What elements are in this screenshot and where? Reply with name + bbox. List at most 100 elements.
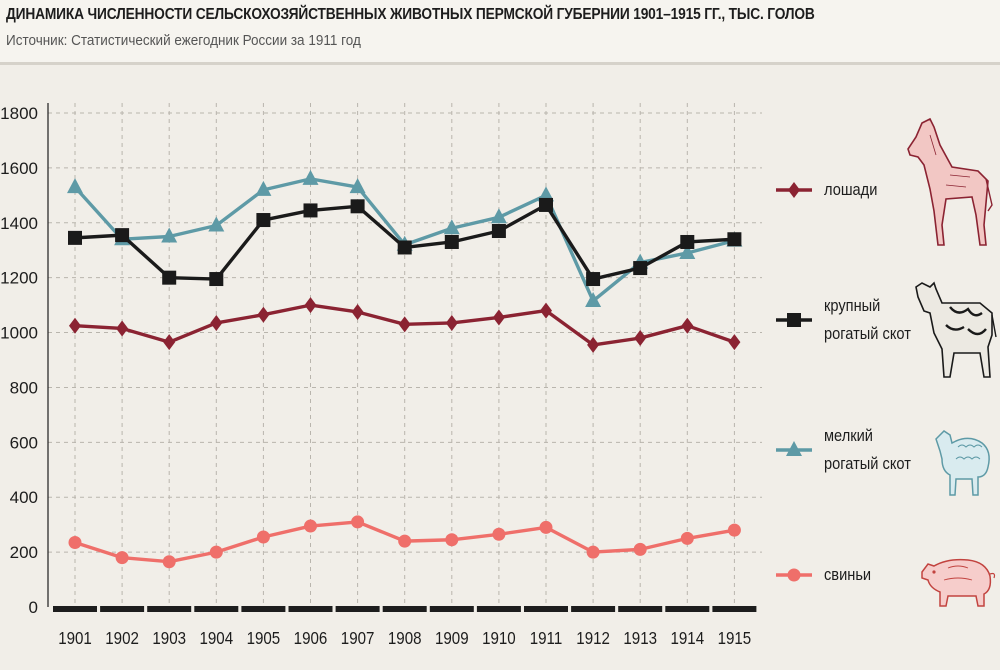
data-point: [116, 320, 129, 337]
legend-label-line: рогатый скот: [824, 324, 911, 343]
horse-icon: [907, 117, 993, 246]
legend-swatch-marker: [787, 313, 801, 327]
x-tick-label: 1902: [105, 628, 139, 649]
data-point: [492, 309, 505, 326]
data-point: [349, 178, 366, 194]
data-point: [351, 303, 364, 320]
data-point: [538, 186, 554, 202]
x-axis-segment: [618, 606, 663, 612]
x-tick-label: 1907: [341, 628, 375, 649]
data-point: [162, 270, 177, 285]
y-tick-label: 1400: [0, 214, 38, 233]
x-axis-segment: [476, 606, 521, 612]
legend-label: лошади: [824, 176, 877, 204]
data-point: [68, 536, 82, 550]
sheep-icon: [935, 430, 990, 496]
data-point: [586, 545, 600, 559]
cow-icon: [915, 281, 997, 378]
data-point: [302, 169, 319, 185]
data-point: [115, 551, 129, 565]
series-circle: [68, 515, 741, 569]
data-point: [633, 542, 647, 556]
data-point: [444, 234, 459, 249]
data-point: [256, 213, 271, 228]
x-axis-segment: [712, 606, 757, 612]
x-tick-label: 1909: [435, 628, 469, 649]
legend-label-line: рогатый скот: [824, 454, 911, 473]
y-tick-label: 1000: [0, 324, 38, 343]
data-point: [68, 230, 82, 245]
data-point: [351, 515, 365, 529]
y-tick-label: 600: [10, 433, 38, 452]
data-point: [492, 527, 506, 541]
data-point: [398, 316, 411, 333]
data-point: [210, 314, 223, 331]
series-square: [68, 197, 742, 287]
x-tick-label: 1904: [199, 628, 233, 649]
data-point: [539, 197, 553, 212]
legend-swatch-marker: [786, 441, 802, 456]
x-axis-segment: [524, 606, 568, 612]
data-point: [67, 178, 83, 194]
data-point: [586, 272, 601, 287]
data-point: [162, 555, 176, 569]
data-point: [680, 531, 694, 545]
x-tick-label: 1911: [530, 628, 562, 649]
y-tick-label: 800: [10, 378, 38, 397]
data-point: [255, 180, 272, 196]
legend-swatch-marker: [788, 182, 800, 198]
data-point: [256, 530, 270, 544]
x-axis-segment: [100, 606, 145, 612]
data-point: [491, 224, 506, 239]
x-tick-label: 1912: [576, 628, 610, 649]
data-point: [257, 306, 270, 323]
series-triangle: [67, 169, 743, 307]
data-point: [398, 534, 412, 548]
x-axis-segment: [429, 606, 474, 612]
legend-label: свиньи: [824, 561, 871, 589]
data-point: [634, 330, 647, 347]
legend-label: мелкий рогатый скот: [824, 422, 911, 478]
x-tick-label: 1910: [482, 628, 516, 649]
chart-title: ДИНАМИКА ЧИСЛЕННОСТИ СЕЛЬСКОХОЗЯЙСТВЕННЫ…: [6, 6, 815, 23]
x-tick-label: 1913: [623, 628, 657, 649]
x-axis-segment: [288, 606, 333, 612]
data-point: [681, 317, 694, 334]
data-point: [397, 240, 412, 255]
pig-icon: [921, 558, 996, 607]
x-axis-segment: [382, 606, 427, 612]
x-axis-segment: [147, 606, 192, 612]
data-point: [350, 199, 365, 214]
data-point: [209, 545, 223, 559]
data-point: [115, 228, 130, 243]
data-point: [209, 272, 224, 287]
data-point: [304, 297, 317, 314]
legend-markers: [776, 182, 812, 582]
x-tick-label: 1903: [152, 628, 186, 649]
legend-label-line: лошади: [824, 180, 878, 199]
x-axis-segment: [665, 606, 710, 612]
data-point: [304, 519, 317, 533]
data-point: [680, 234, 695, 249]
data-point: [445, 314, 458, 331]
data-point: [539, 520, 553, 534]
series-diamond: [69, 297, 741, 353]
x-tick-label: 1905: [247, 628, 281, 649]
data-point: [585, 291, 602, 307]
x-axis-segment: [241, 606, 286, 612]
chart-panel: 0 200 400 600 800 1000 1200 1400 1600 1800 1901 190…: [0, 62, 1000, 670]
x-axis-segment: [53, 606, 97, 612]
data-point: [727, 232, 742, 247]
y-tick-label: 200: [10, 543, 38, 562]
line-chart: 0 200 400 600 800 1000 1200 1400 1600 1800 1901 190…: [0, 103, 812, 649]
x-axis-segment: [335, 606, 380, 612]
data-point: [303, 203, 318, 218]
legend-label-line: мелкий: [824, 426, 873, 445]
y-tick-label: 1200: [0, 269, 38, 288]
x-axis-segment: [571, 606, 616, 612]
data-point: [679, 243, 696, 259]
data-point: [490, 208, 507, 224]
x-tick-label: 1915: [718, 628, 752, 649]
y-tick-label: 1600: [0, 159, 38, 178]
data-point: [540, 302, 552, 319]
